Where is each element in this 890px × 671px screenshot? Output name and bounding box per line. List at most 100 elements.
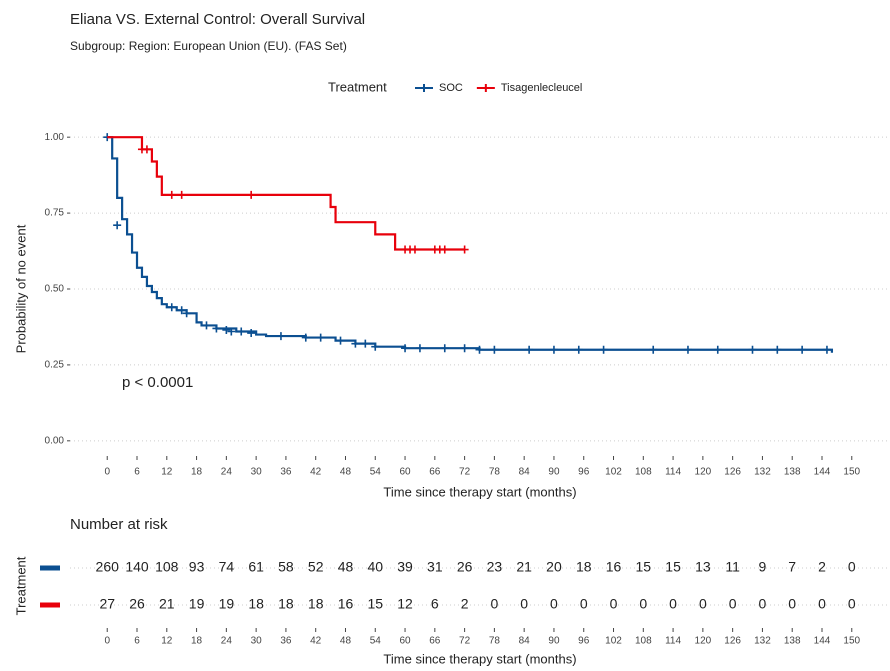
risk-count: 15 [636,559,652,575]
censor-mark [237,327,246,336]
censor-mark [177,306,186,315]
x-tick-label: 120 [695,467,712,478]
censor-mark [142,145,151,154]
risk-count: 15 [665,559,681,575]
censor-mark [460,245,469,254]
x-tick-label: 36 [280,467,292,478]
x-tick-label: 138 [784,467,801,478]
y-tick-label: 0.75 [45,208,65,219]
censor-mark [202,321,211,330]
risk-count: 19 [219,596,235,612]
x-tick-label: 18 [191,467,203,478]
censor-mark [490,345,499,354]
censor-mark [301,333,310,342]
censor-mark [822,345,831,354]
risk-count: 16 [606,559,622,575]
x-tick-label: 24 [221,467,233,478]
x-tick-label: 138 [784,636,801,647]
y-axis-label: Probability of no event [13,224,28,353]
risk-count: 18 [308,596,324,612]
censor-mark [177,190,186,199]
censor-mark [361,339,370,348]
censor-mark [222,325,231,334]
x-tick-label: 0 [104,467,110,478]
x-tick-label: 84 [519,636,531,647]
legend-title: Treatment [328,79,387,94]
x-tick-label: 48 [340,636,352,647]
risk-count: 0 [848,559,856,575]
y-tick-label: 0.00 [45,435,65,446]
censor-mark [713,345,722,354]
censor-mark [316,333,325,342]
x-tick-label: 90 [548,467,560,478]
x-tick-label: 36 [280,636,292,647]
x-tick-label: 6 [134,636,140,647]
risk-count: 9 [759,559,767,575]
annotation: p < 0.0001 [122,374,193,391]
censor-mark [440,245,449,254]
x-tick-label: 12 [161,467,173,478]
censor-mark [773,345,782,354]
censor-mark [475,345,484,354]
censor-mark [415,344,424,353]
risk-count: 7 [788,559,796,575]
risk-count: 61 [248,559,264,575]
risk-count: 0 [729,596,737,612]
x-tick-label: 78 [489,467,501,478]
x-tick-label: 78 [489,636,501,647]
risk-count: 21 [516,559,532,575]
censor-mark [748,345,757,354]
x-tick-label: 108 [635,467,652,478]
x-tick-label: 30 [251,636,263,647]
risk-count: 0 [818,596,826,612]
censor-mark [167,190,176,199]
x-tick-label: 102 [605,636,622,647]
x-tick-label: 42 [310,467,322,478]
x-tick-label: 150 [843,636,860,647]
censor-mark [683,345,692,354]
censor-mark [460,344,469,353]
legend-label: SOC [439,82,463,94]
risk-count: 0 [669,596,677,612]
risk-count: 12 [397,596,413,612]
x-tick-label: 60 [399,636,411,647]
risk-count: 6 [431,596,439,612]
survival-curve [107,136,465,251]
risk-x-label: Time since therapy start (months) [383,651,576,666]
censor-mark [371,342,380,351]
chart-title: Eliana VS. External Control: Overall Sur… [70,11,365,28]
risk-count: 18 [248,596,264,612]
censor-mark [574,345,583,354]
risk-count: 48 [338,559,354,575]
y-tick-label: 0.25 [45,360,65,371]
censor-mark [247,329,256,338]
censor-mark [212,324,221,333]
x-tick-label: 0 [104,636,110,647]
risk-count: 21 [159,596,175,612]
risk-count: 2 [461,596,469,612]
x-tick-label: 12 [161,636,173,647]
x-tick-label: 144 [814,467,831,478]
x-tick-label: 54 [370,467,382,478]
censor-mark [549,345,558,354]
censor-mark [351,339,360,348]
risk-count: 93 [189,559,205,575]
risk-count: 0 [520,596,528,612]
x-tick-label: 114 [665,636,681,647]
x-tick-label: 96 [578,467,590,478]
risk-count: 0 [639,596,647,612]
x-tick-label: 132 [754,636,771,647]
censor-mark [525,345,534,354]
censor-mark [336,336,345,345]
risk-count: 27 [99,596,115,612]
y-tick-label: 1.00 [45,132,65,143]
censor-mark [410,245,419,254]
x-tick-label: 144 [814,636,831,647]
risk-count: 39 [397,559,413,575]
risk-count: 0 [848,596,856,612]
risk-count: 58 [278,559,294,575]
censor-mark [599,345,608,354]
risk-count: 23 [487,559,503,575]
survival-curve [107,136,834,353]
